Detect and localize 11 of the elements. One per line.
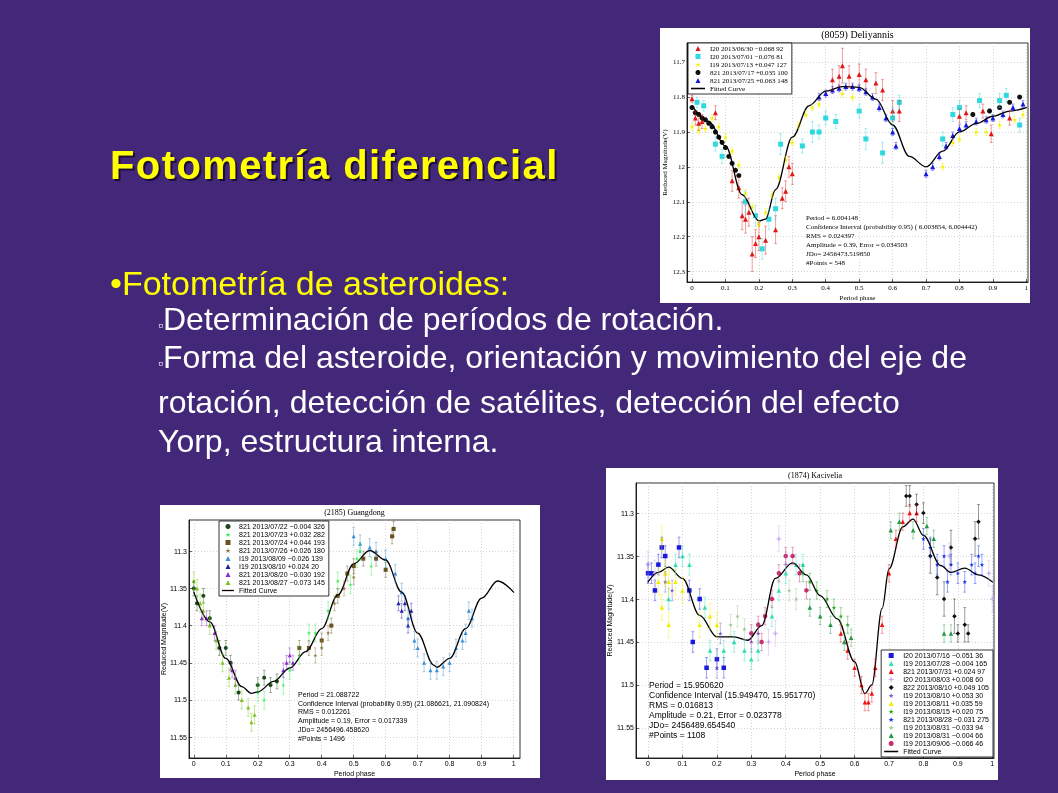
chart-title: (8059) Deliyannis [821, 28, 894, 41]
annotation: Amplitude = 0.21, Error = 0.023778 [649, 709, 783, 720]
chart-title: (1874) Kacivelia [788, 470, 843, 480]
annotation: RMS = 0.016813 [649, 699, 714, 710]
annotation: Period = 15.950620 [649, 679, 724, 690]
text: Fotometría diferencial [110, 142, 559, 188]
annotation: #Points = 1108 [649, 729, 706, 740]
chart-title: (2185) Guangdong [324, 507, 385, 517]
annotation: Confidence Interval (15.949470, 15.951770) [649, 689, 816, 700]
text: •Fotometría de asteroides: [110, 264, 510, 302]
annotation: JDo= 2456489.654540 [649, 719, 736, 730]
